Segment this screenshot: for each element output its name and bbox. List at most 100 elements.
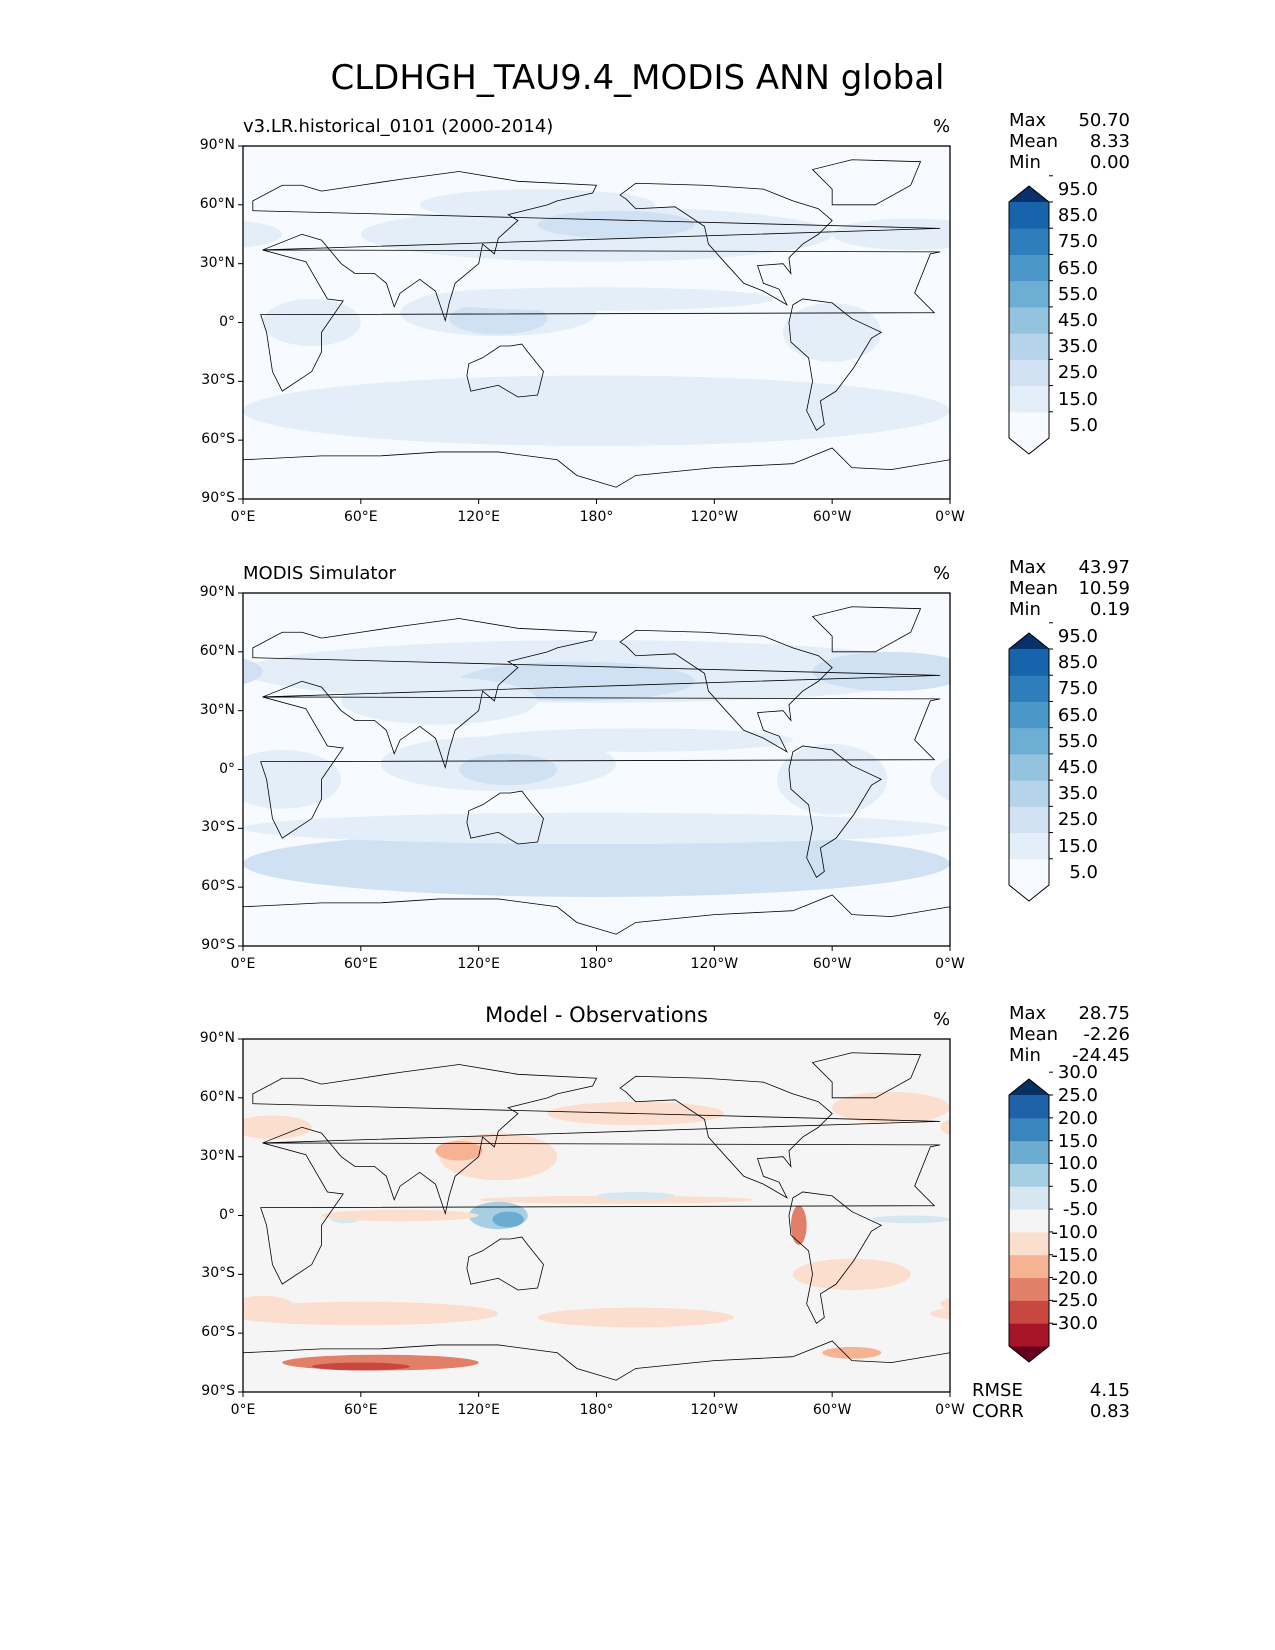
colorbar-tick-label: 75.0	[1057, 231, 1098, 253]
lat-tick-label: 60°N	[199, 1088, 235, 1105]
stat-label: Max	[1009, 1003, 1047, 1024]
colorbar-extend-max	[1009, 186, 1049, 202]
stat-value: -2.26	[1083, 1024, 1130, 1045]
colorbar-band	[1009, 385, 1049, 413]
contour-region	[950, 375, 1275, 446]
contour-region	[435, 1140, 483, 1161]
lon-tick-label: 120°W	[690, 956, 739, 972]
stat-label: Max	[1009, 557, 1047, 578]
coastline	[788, 298, 883, 431]
colorbar-tick-label: 85.0	[1057, 652, 1098, 674]
lat-tick-label: 90°N	[199, 584, 235, 600]
colorbar-band	[1009, 727, 1049, 755]
coastline	[811, 606, 922, 653]
coastline	[252, 1064, 941, 1216]
stat-label: Mean	[1009, 131, 1059, 152]
lat-tick-label: 90°S	[201, 1383, 235, 1399]
colorbar-tick-label: 45.0	[1057, 310, 1098, 331]
lon-tick-label: 60°E	[343, 509, 378, 525]
contour-region	[243, 830, 950, 897]
colorbar-band	[1009, 1300, 1049, 1324]
contour-region	[812, 651, 950, 692]
colorbar-tick-label: 85.0	[1057, 205, 1098, 227]
coastline	[466, 343, 544, 398]
lon-tick-label: 120°E	[457, 956, 500, 972]
contour-region	[243, 375, 950, 447]
stat-label: Min	[1009, 599, 1041, 620]
contour-region	[832, 1091, 950, 1124]
colorbar-tick-label: -20.0	[1051, 1267, 1098, 1289]
colorbar-tick-label: -25.0	[1051, 1290, 1098, 1312]
stat-value: 28.75	[1078, 1003, 1130, 1024]
colorbar-band	[1009, 254, 1049, 282]
colorbar-band	[1009, 1163, 1049, 1187]
colorbar-band	[1009, 202, 1049, 229]
colorbar-extend-min	[1009, 438, 1049, 454]
contour-region	[1142, 1141, 1189, 1161]
contour-region	[940, 1297, 950, 1310]
lon-tick-label: 0°E	[230, 1402, 256, 1418]
contour-region	[777, 744, 888, 815]
contour-region	[930, 757, 950, 802]
lat-tick-label: 30°S	[201, 819, 235, 836]
lon-tick-label: 60°E	[343, 956, 378, 972]
rmse-value: 4.15	[1089, 1380, 1130, 1401]
contour-region	[940, 1119, 950, 1136]
colorbar-band	[1009, 780, 1049, 807]
colorbar-tick-label: 30.0	[1057, 1062, 1098, 1084]
colorbar-band	[1009, 832, 1049, 860]
contour-region	[1176, 1202, 1235, 1229]
colorbar-band	[1009, 701, 1049, 729]
contour-region	[1166, 754, 1264, 785]
lat-tick-label: 0°	[219, 1206, 235, 1223]
colorbar-tick-label: -30.0	[1051, 1313, 1098, 1335]
colorbar-band	[1009, 359, 1049, 387]
contour-region	[243, 1295, 293, 1312]
coastline	[243, 1340, 950, 1392]
corr-label: CORR	[972, 1401, 1024, 1422]
stat-label: Mean	[1009, 1024, 1059, 1045]
colorbar-tick-label: 5.0	[1069, 414, 1098, 436]
lon-tick-label: 180°	[579, 956, 614, 972]
contour-region	[1156, 303, 1254, 334]
contour-region	[0, 1196, 47, 1204]
panel-title: Model - Observations	[485, 1003, 708, 1027]
colorbar-extend-max	[1009, 1079, 1049, 1095]
coastline	[466, 1236, 544, 1291]
contour-region	[1245, 1308, 1275, 1328]
colorbar-tick-label: 15.0	[1057, 835, 1098, 857]
colorbar-band	[1009, 675, 1049, 702]
contour-region	[790, 1205, 807, 1245]
colorbar-band	[1009, 1277, 1049, 1301]
colorbar	[1008, 1071, 1053, 1363]
colorbar-tick-label: 20.0	[1057, 1107, 1098, 1129]
coastline	[619, 1075, 833, 1199]
panel-title: v3.LR.historical_0101 (2000-2014)	[243, 116, 554, 137]
panel-title: MODIS Simulator	[243, 563, 396, 584]
contour-region	[76, 303, 174, 362]
contour-region	[1245, 211, 1275, 238]
stat-value: 0.19	[1089, 599, 1130, 620]
contour-region	[243, 1301, 499, 1326]
contour-region	[311, 1362, 410, 1371]
contour-region	[243, 749, 342, 809]
lat-tick-label: 90°S	[201, 490, 235, 506]
contour-region	[0, 207, 125, 262]
contour-region	[871, 1215, 950, 1224]
coastline	[811, 159, 922, 206]
contour-region	[243, 1115, 312, 1140]
map-plot	[238, 1038, 951, 1397]
colorbar	[1008, 175, 1053, 455]
coastline	[619, 182, 833, 306]
contour-region	[341, 677, 538, 725]
contour-region	[243, 658, 263, 685]
contour-region	[1199, 1212, 1230, 1228]
contour-region	[822, 1346, 882, 1359]
colorbar-tick-label: 35.0	[1057, 336, 1098, 358]
lon-tick-label: 180°	[579, 1402, 614, 1418]
colorbar-band	[1009, 1209, 1049, 1233]
colorbar-tick-label: 45.0	[1057, 757, 1098, 778]
colorbar	[1008, 622, 1053, 902]
colorbar-band	[1009, 1140, 1049, 1164]
colorbar-tick-label: 10.0	[1057, 1153, 1098, 1175]
